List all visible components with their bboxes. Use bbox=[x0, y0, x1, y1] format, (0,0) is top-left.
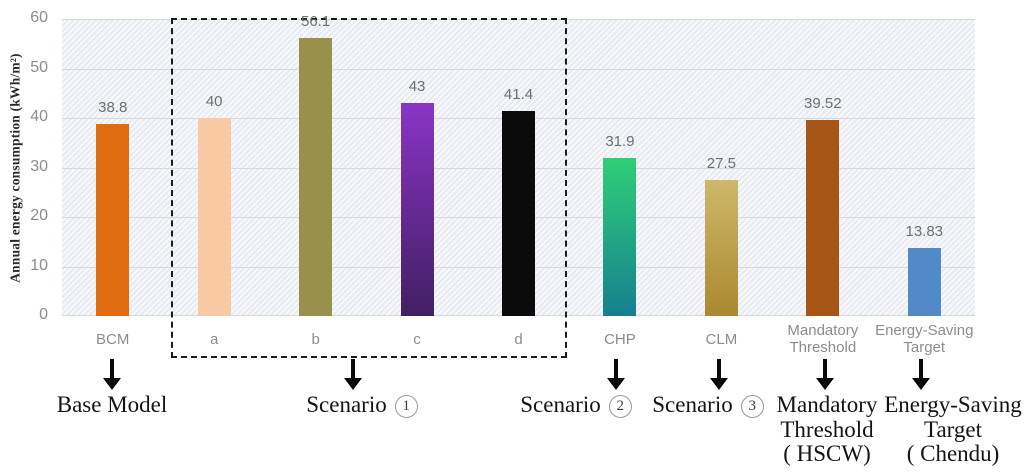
x-category-label: Mandatory Threshold bbox=[772, 321, 874, 357]
callout-line: ( HSCW) bbox=[783, 441, 871, 466]
arrow-head bbox=[912, 378, 930, 390]
callout-label-scenario-2: Scenario 2 bbox=[466, 392, 686, 418]
scenario1-group-box bbox=[171, 18, 567, 358]
callout-label-base-model: Base Model bbox=[2, 392, 222, 418]
arrow-stem bbox=[351, 359, 355, 378]
bar-bcm bbox=[96, 123, 130, 316]
x-category-label: d bbox=[468, 321, 570, 357]
bar-value-label: 13.83 bbox=[905, 222, 944, 240]
down-arrow-energy-saving-target bbox=[912, 359, 930, 390]
y-tick-label: 20 bbox=[30, 207, 48, 224]
callout-line: Base Model bbox=[56, 392, 168, 417]
x-category-text: Energy-Saving Target bbox=[875, 322, 974, 356]
callout-label-scenario-3: Scenario 3 bbox=[598, 392, 818, 418]
arrow-head bbox=[607, 378, 625, 390]
bar-clm bbox=[704, 179, 738, 316]
arrow-stem bbox=[110, 359, 114, 378]
x-category-label: Energy-Saving Target bbox=[873, 321, 975, 357]
down-arrow-base-model bbox=[103, 359, 121, 390]
x-category-text: BCM bbox=[96, 330, 130, 348]
x-category-label: b bbox=[265, 321, 367, 357]
callout-line: Target bbox=[924, 416, 982, 442]
x-category-text: c bbox=[413, 330, 421, 348]
x-category-label: CLM bbox=[670, 321, 772, 357]
x-category-text: CLM bbox=[705, 330, 738, 348]
x-category-label: BCM bbox=[62, 321, 164, 357]
down-arrow-scenario-2 bbox=[607, 359, 625, 390]
x-category-label: CHP bbox=[569, 321, 671, 357]
x-category-text: b bbox=[311, 330, 320, 348]
down-arrow-scenario-1 bbox=[344, 359, 362, 390]
arrow-head bbox=[816, 378, 834, 390]
arrow-head bbox=[344, 378, 362, 390]
y-tick-label: 50 bbox=[30, 58, 48, 76]
circled-number: 1 bbox=[394, 395, 418, 418]
y-tick-label: 30 bbox=[30, 157, 48, 175]
circled-number: 2 bbox=[608, 395, 632, 418]
down-arrow-mandatory-threshold bbox=[816, 359, 834, 390]
x-category-text: a bbox=[209, 330, 219, 348]
grid-line bbox=[62, 69, 975, 70]
bar-b bbox=[299, 38, 333, 316]
callout-line: Scenario 3 bbox=[598, 392, 818, 418]
bar-value-label: 27.5 bbox=[706, 154, 736, 172]
bar-mandatory-threshold bbox=[806, 120, 840, 316]
x-category-label: c bbox=[366, 321, 468, 357]
bar-c bbox=[400, 103, 434, 316]
bar-d bbox=[502, 111, 535, 316]
callout-line: Mandatory bbox=[776, 392, 878, 417]
arrow-stem bbox=[614, 359, 618, 378]
callout-line: Energy-Saving bbox=[884, 392, 1022, 417]
callout-line: Threshold bbox=[780, 416, 874, 442]
arrow-stem bbox=[919, 359, 923, 378]
callout-label-mandatory-threshold: Mandatory Threshold( HSCW) bbox=[717, 392, 937, 467]
down-arrow-scenario-3 bbox=[710, 359, 728, 390]
callout-line: Scenario 1 bbox=[252, 392, 472, 418]
x-category-text: d bbox=[514, 330, 523, 348]
y-tick-label: 40 bbox=[30, 108, 48, 125]
plot-area: 38.8 40 56.1 43 41.4 31.9 27.5 39.52 13.83 bbox=[62, 13, 975, 316]
bar-value-label: 38.8 bbox=[98, 98, 128, 116]
callout-label-energy-saving-target: Energy-Saving Target( Chendu) bbox=[843, 392, 1024, 467]
y-tick-label: 60 bbox=[30, 9, 48, 26]
bar-value-label: 56.1 bbox=[301, 13, 331, 31]
arrow-stem bbox=[823, 359, 827, 378]
bar-value-label: 40 bbox=[205, 93, 223, 110]
bar-chp bbox=[603, 158, 637, 316]
arrow-stem bbox=[717, 359, 721, 378]
callout-line: Scenario 2 bbox=[466, 392, 686, 418]
x-category-text: Mandatory Threshold bbox=[787, 322, 859, 356]
bar-a bbox=[197, 118, 231, 316]
x-category-label: a bbox=[163, 321, 265, 357]
bar-value-label: 41.4 bbox=[503, 86, 534, 104]
bar-value-label: 39.52 bbox=[804, 95, 842, 113]
bar-energy-saving-target bbox=[907, 247, 941, 316]
y-tick-label: 0 bbox=[39, 306, 48, 323]
bar-value-label: 31.9 bbox=[605, 133, 635, 151]
callout-label-scenario-1: Scenario 1 bbox=[252, 392, 472, 418]
y-tick-label: 10 bbox=[30, 256, 48, 274]
arrow-head bbox=[710, 378, 728, 390]
bar-value-label: 43 bbox=[408, 78, 426, 96]
circled-number: 3 bbox=[740, 395, 764, 418]
callout-line: ( Chendu) bbox=[906, 441, 1000, 466]
arrow-head bbox=[103, 378, 121, 390]
x-category-text: CHP bbox=[604, 330, 636, 348]
